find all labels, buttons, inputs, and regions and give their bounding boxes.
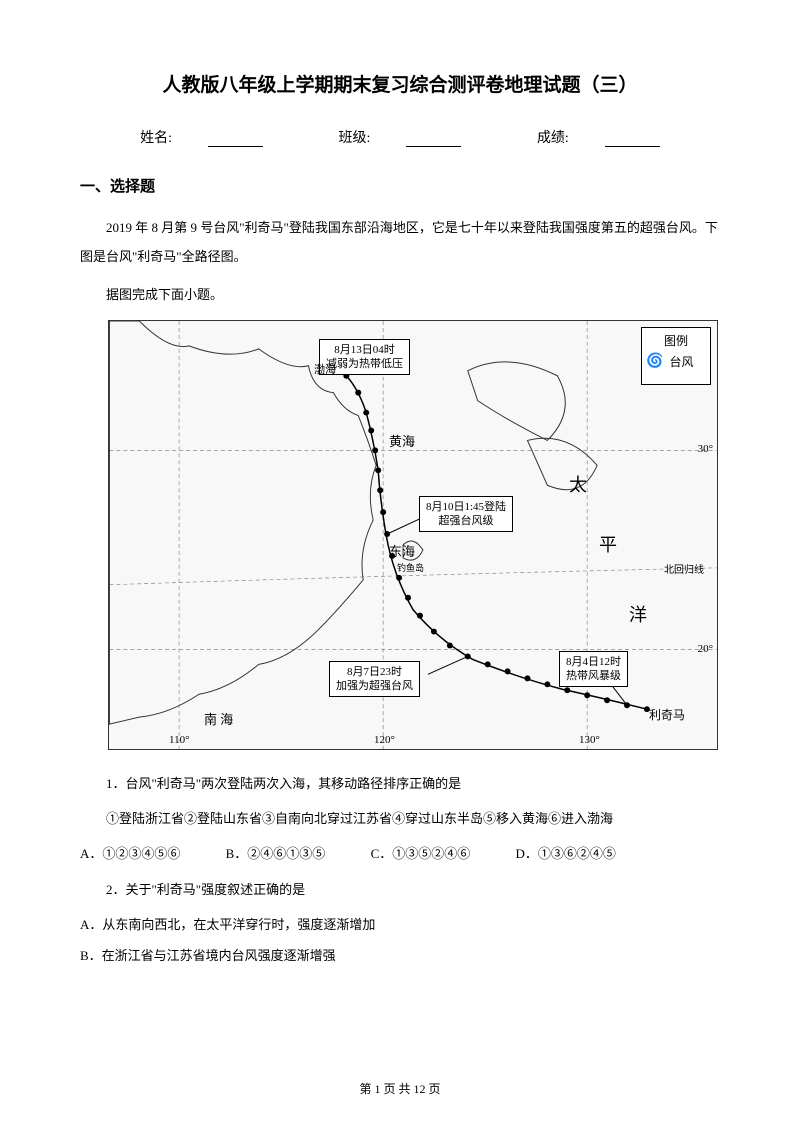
callout-4: 8月4日12时热带风暴级 [559, 651, 628, 688]
legend-label: 台风 [669, 353, 693, 370]
legend-title: 图例 [646, 332, 706, 349]
q1-stem: 1．台风"利奇马"两次登陆两次入海，其移动路径排序正确的是 [80, 770, 720, 797]
class-label: 班级: [321, 131, 480, 146]
intro-paragraph-2: 据图完成下面小题。 [80, 281, 720, 310]
score-label: 成绩: [519, 131, 678, 146]
label-tropic: 北回归线 [664, 561, 704, 576]
lon-120: 120° [374, 734, 395, 746]
lat-20: 20° [698, 643, 713, 655]
q2-opt-a: A．从东南向西北，在太平洋穿行时，强度逐渐增加 [80, 911, 720, 938]
intro-paragraph-1: 2019 年 8 月第 9 号台风"利奇马"登陆我国东部沿海地区，它是七十年以来… [80, 214, 720, 271]
q2-stem: 2．关于"利奇马"强度叙述正确的是 [80, 876, 720, 903]
q1-options: A．①②③④⑤⑥ B．②④⑥①③⑤ C．①③⑤②④⑥ D．①③⑥②④⑤ [80, 840, 720, 867]
q1-opt-d: D．①③⑥②④⑤ [515, 846, 615, 861]
q1-opt-c: C．①③⑤②④⑥ [371, 846, 471, 861]
label-donghai: 东海 [389, 541, 415, 560]
lat-30: 30° [698, 443, 713, 455]
student-info-row: 姓名: 班级: 成绩: [80, 127, 720, 147]
label-pacific-3: 洋 [629, 601, 647, 627]
q1-opt-b: B．②④⑥①③⑤ [226, 846, 326, 861]
page-footer: 第 1 页 共 12 页 [0, 1080, 800, 1097]
label-nanhai: 南 海 [204, 709, 233, 728]
name-label: 姓名: [122, 131, 281, 146]
q1-items: ①登陆浙江省②登陆山东省③自南向北穿过江苏省④穿过山东半岛⑤移入黄海⑥进入渤海 [80, 805, 720, 832]
label-diaoyv: 钓鱼岛 [397, 561, 424, 574]
label-bohai: 渤海 [314, 361, 336, 377]
callout-3: 8月7日23时加强为超强台风 [329, 661, 420, 698]
section-heading: 一、选择题 [80, 175, 720, 196]
callout-2: 8月10日1:45登陆超强台风级 [419, 496, 513, 533]
label-pacific-2: 平 [599, 531, 617, 557]
label-huanghai: 黄海 [389, 431, 415, 450]
label-liqima: 利奇马 [649, 706, 685, 723]
map-legend: 图例 🌀 台风 [641, 327, 711, 385]
q2-opt-b: B．在浙江省与江苏省境内台风强度逐渐增强 [80, 942, 720, 969]
lon-110: 110° [169, 734, 190, 746]
lon-130: 130° [579, 734, 600, 746]
typhoon-icon: 🌀 [646, 353, 663, 370]
label-pacific-1: 太 [569, 471, 587, 497]
page-title: 人教版八年级上学期期末复习综合测评卷地理试题（三） [80, 70, 720, 97]
typhoon-map: 图例 🌀 台风 8月13日04时减弱为热带低压 8月10日1:45登陆超强台风级… [108, 320, 718, 750]
q1-opt-a: A．①②③④⑤⑥ [80, 846, 180, 861]
